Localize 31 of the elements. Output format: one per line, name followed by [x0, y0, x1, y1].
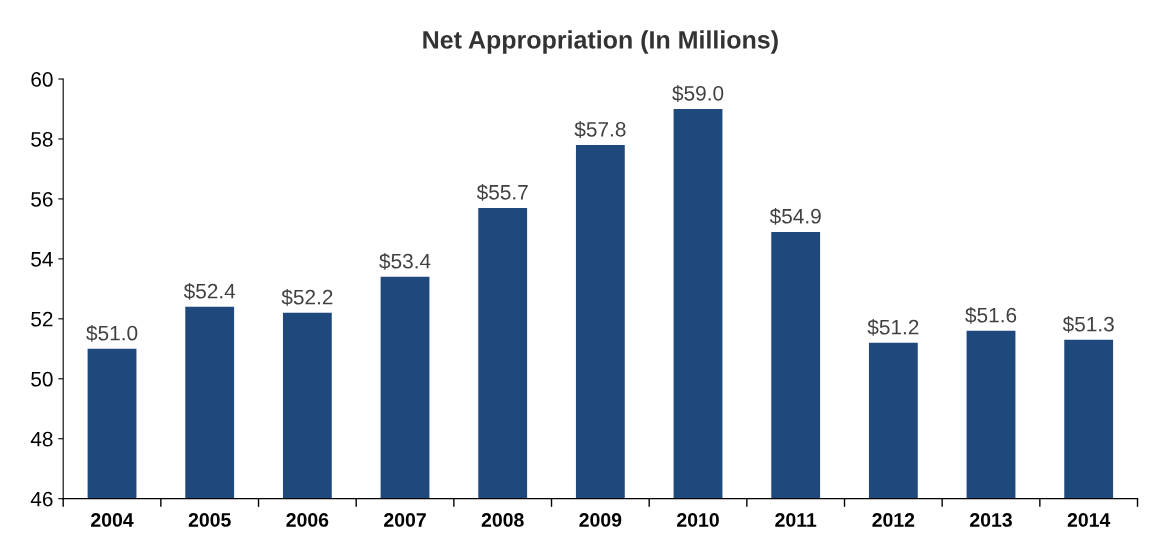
y-tick-label: 46 [30, 491, 53, 507]
x-tick-label: 2010 [677, 513, 719, 527]
data-label: $57.8 [574, 121, 626, 138]
x-tick-label: 2006 [286, 513, 329, 527]
y-tick-label: 60 [31, 72, 53, 87]
data-label: $55.7 [476, 184, 528, 201]
x-tick-label: 2007 [384, 513, 426, 527]
x-tick-label: 2012 [872, 513, 915, 527]
y-tick-label: 54 [31, 252, 53, 267]
data-label: $59.0 [672, 85, 724, 102]
y-tick-label: 56 [31, 191, 53, 207]
x-tick-label: 2014 [1067, 513, 1111, 527]
data-label: $54.9 [769, 207, 821, 225]
x-tick-label: 2011 [775, 513, 817, 527]
data-label: $51.0 [86, 324, 138, 342]
chart-title: Net Appropriation (In Millions) [423, 30, 778, 54]
x-tick-label: 2005 [188, 513, 231, 527]
x-tick-label: 2008 [481, 513, 524, 527]
x-tick-label: 2004 [91, 513, 134, 527]
x-tick-label: 2009 [579, 513, 622, 527]
data-label: $53.4 [379, 252, 431, 270]
y-tick-label: 50 [31, 371, 53, 387]
y-tick-label: 58 [31, 131, 53, 147]
y-tick-label: 52 [31, 311, 53, 327]
data-label: $51.2 [867, 318, 919, 336]
data-label: $51.3 [1062, 315, 1114, 333]
data-label: $52.2 [281, 288, 333, 306]
data-label: $52.4 [183, 282, 236, 300]
x-tick-label: 2013 [970, 513, 1012, 527]
y-tick-label: 48 [30, 431, 53, 447]
data-label: $51.6 [965, 306, 1017, 324]
